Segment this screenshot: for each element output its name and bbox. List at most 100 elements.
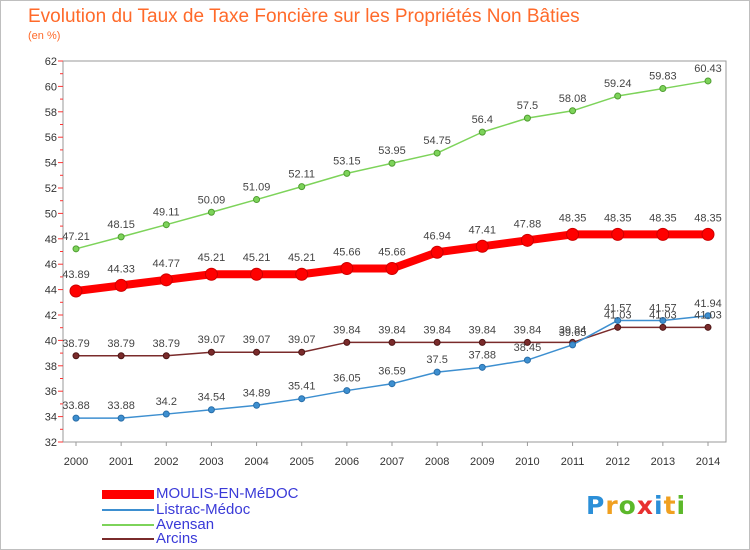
data-point (117, 352, 125, 360)
data-point (298, 348, 306, 356)
data-label: 38.45 (514, 342, 542, 354)
data-label: 44.77 (153, 258, 181, 270)
data-point (704, 323, 712, 331)
data-label: 38.79 (107, 338, 135, 350)
data-point (611, 227, 625, 241)
data-label: 58.08 (559, 93, 587, 105)
data-point (295, 267, 309, 281)
data-point (207, 208, 215, 216)
data-label: 47.88 (514, 218, 542, 230)
data-label: 38.79 (153, 338, 181, 350)
y-tick-label: 36 (45, 386, 57, 398)
unit-label: (en %) (28, 30, 61, 42)
data-point (117, 233, 125, 241)
data-point (340, 262, 354, 276)
data-label: 39.84 (469, 324, 497, 336)
data-label: 39.84 (514, 324, 542, 336)
data-label: 57.5 (517, 100, 538, 112)
legend-label: MOULIS-EN-MéDOC (156, 485, 299, 502)
data-point (72, 414, 80, 422)
data-label: 47.41 (469, 224, 497, 236)
data-point (478, 338, 486, 346)
data-label: 48.15 (107, 219, 135, 231)
data-label: 39.65 (559, 327, 587, 339)
data-label: 54.75 (423, 135, 451, 147)
proxiti-logo: Proxiti (586, 491, 686, 520)
data-point (614, 92, 622, 100)
data-point (72, 245, 80, 253)
y-tick-label: 34 (45, 412, 57, 424)
data-label: 43.89 (62, 269, 90, 281)
data-point (704, 77, 712, 85)
x-tick-label: 2000 (64, 456, 88, 468)
x-tick-label: 2014 (696, 456, 720, 468)
data-point (298, 183, 306, 191)
legend-label: Arcins (156, 530, 198, 547)
data-point (385, 262, 399, 276)
x-tick-label: 2002 (154, 456, 178, 468)
data-point (475, 239, 489, 253)
data-label: 39.07 (288, 334, 316, 346)
legend-swatch (102, 524, 154, 526)
chart-title: Evolution du Taux de Taxe Foncière sur l… (28, 6, 580, 27)
data-label: 48.35 (604, 212, 632, 224)
x-tick-label: 2009 (470, 456, 494, 468)
data-label: 45.21 (243, 252, 271, 264)
data-point (250, 267, 264, 281)
data-label: 41.94 (694, 298, 722, 310)
data-point (659, 323, 667, 331)
data-point (656, 227, 670, 241)
data-point (162, 221, 170, 229)
data-point (388, 159, 396, 167)
x-tick-label: 2011 (561, 456, 585, 468)
data-label: 39.07 (198, 334, 226, 346)
data-label: 36.05 (333, 373, 361, 385)
data-point (523, 356, 531, 364)
data-point (701, 227, 715, 241)
data-point (298, 395, 306, 403)
data-point (207, 406, 215, 414)
data-point (478, 128, 486, 136)
x-tick-label: 2001 (109, 456, 133, 468)
data-point (520, 233, 534, 247)
data-label: 47.21 (62, 231, 90, 243)
x-tick-label: 2003 (199, 456, 223, 468)
data-point (704, 312, 712, 320)
y-tick-label: 52 (45, 183, 57, 195)
data-label: 38.79 (62, 338, 90, 350)
data-label: 33.88 (62, 400, 90, 412)
data-point (523, 338, 531, 346)
y-tick-label: 50 (45, 208, 57, 220)
logo-letter: r (605, 491, 619, 520)
data-label: 45.21 (198, 252, 226, 264)
data-label: 41.03 (694, 309, 722, 321)
data-label: 35.41 (288, 381, 316, 393)
data-point (72, 352, 80, 360)
data-point (659, 316, 667, 324)
y-tick-label: 40 (45, 335, 57, 347)
data-label: 49.11 (153, 207, 180, 219)
data-point (569, 107, 577, 115)
data-label: 48.35 (694, 212, 722, 224)
data-label: 39.84 (333, 324, 361, 336)
data-point (114, 278, 128, 292)
data-point (204, 267, 218, 281)
data-point (207, 348, 215, 356)
data-point (343, 169, 351, 177)
data-point (614, 316, 622, 324)
y-tick-label: 58 (45, 107, 57, 119)
legend-swatch (102, 509, 154, 511)
data-label: 39.84 (423, 324, 451, 336)
data-label: 45.21 (288, 252, 316, 264)
data-point (569, 341, 577, 349)
y-tick-label: 32 (45, 437, 57, 449)
data-label: 39.07 (243, 334, 271, 346)
data-point (162, 410, 170, 418)
data-label: 37.5 (426, 354, 447, 366)
data-label: 41.03 (649, 309, 677, 321)
x-tick-label: 2010 (515, 456, 539, 468)
data-label: 45.66 (333, 247, 361, 259)
data-point (343, 387, 351, 395)
y-tick-label: 46 (45, 259, 57, 271)
